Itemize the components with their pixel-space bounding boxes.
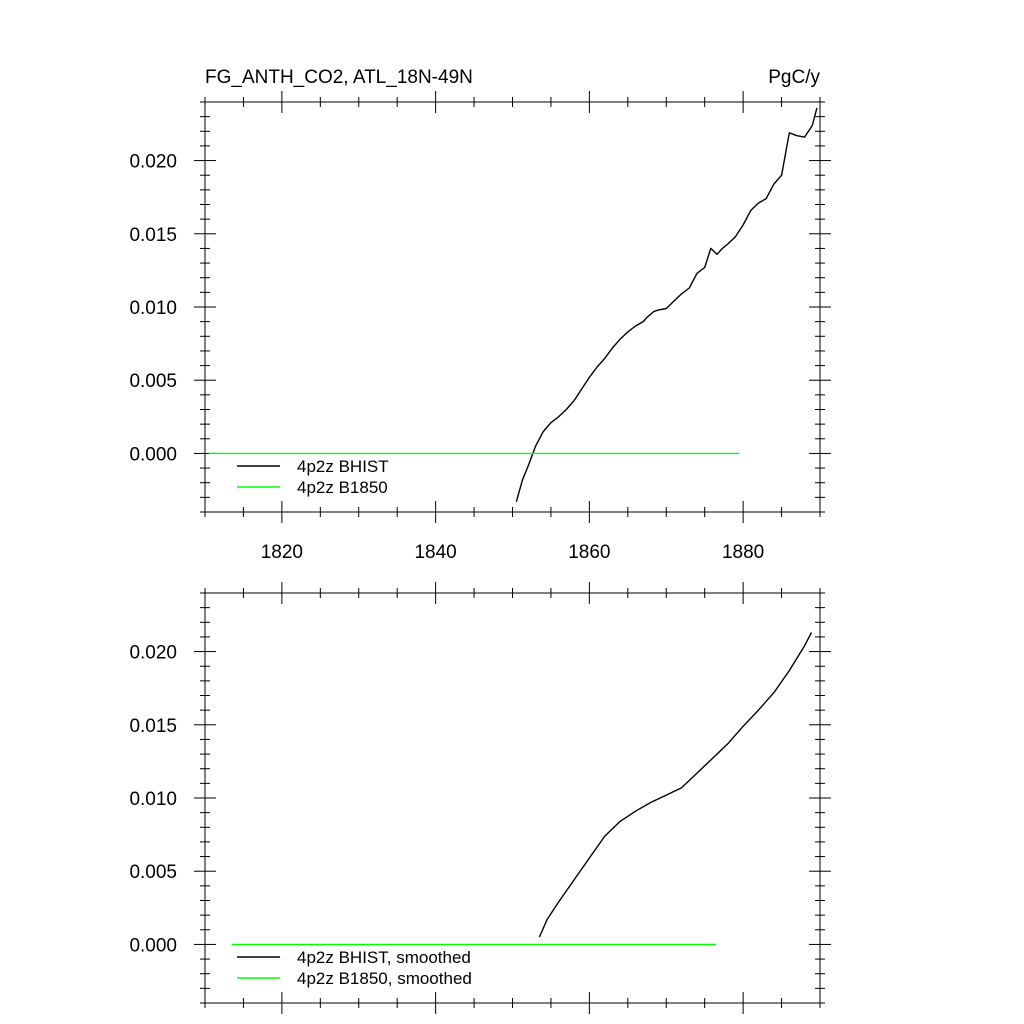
x-tick-label: 1820 (261, 542, 303, 563)
y-tick-label: 0.010 (129, 298, 177, 319)
series-line-0 (515, 107, 818, 502)
y-tick-label: 0.000 (129, 935, 177, 956)
chart-title: FG_ANTH_CO2, ATL_18N-49N (205, 67, 473, 88)
y-tick-label: 0.005 (129, 371, 177, 392)
legend-label: 4p2z B1850 (297, 478, 388, 497)
x-tick-label: 1840 (414, 542, 456, 563)
y-tick-label: 0.010 (129, 789, 177, 810)
y-tick-label: 0.020 (129, 152, 177, 173)
plot-frame (204, 592, 821, 1004)
y-tick-label: 0.020 (129, 643, 177, 664)
legend-label: 4p2z B1850, smoothed (297, 969, 472, 988)
series-line-0 (538, 632, 813, 938)
plot-frame (204, 101, 821, 513)
x-tick-label: 1880 (722, 542, 764, 563)
y-tick-label: 0.015 (129, 225, 177, 246)
y-tick-label: 0.005 (129, 862, 177, 883)
bottom-panel: 0.000 0.005 0.010 0.015 0.020 4p2z BHIST, smo… (129, 582, 831, 1014)
x-tick-label: 1860 (568, 542, 610, 563)
top-panel: 1820 1840 1860 1880 0.000 0.005 0.010 0.015 0.02… (129, 91, 831, 563)
legend-label: 4p2z BHIST (297, 457, 389, 476)
y-tick-label: 0.015 (129, 716, 177, 737)
legend-label: 4p2z BHIST, smoothed (297, 948, 471, 967)
units-label: PgC/y (768, 67, 820, 88)
y-tick-label: 0.000 (129, 444, 177, 465)
